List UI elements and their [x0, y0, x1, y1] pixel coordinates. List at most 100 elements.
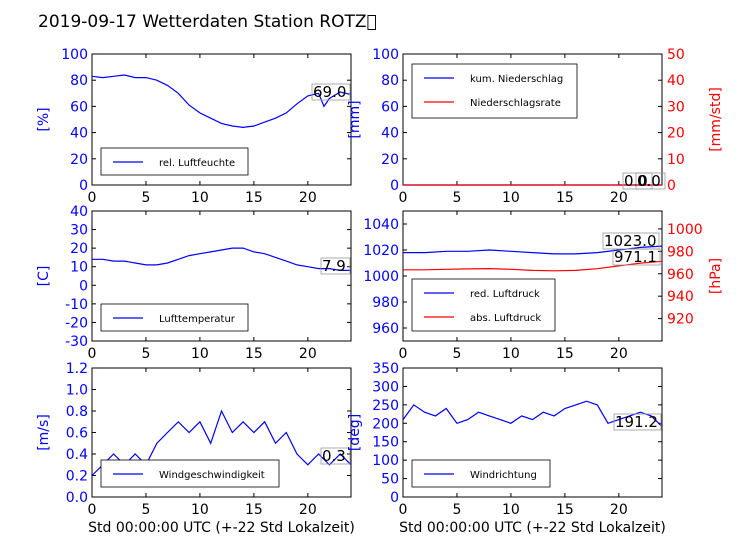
legend-box — [411, 63, 578, 119]
y-tick-label: 150 — [372, 435, 399, 451]
x-tick-label: 0 — [399, 346, 408, 362]
x-tick-label: 20 — [299, 190, 317, 206]
annotation-value: 69.0 — [313, 83, 346, 101]
legend: Windrichtung — [411, 459, 551, 488]
y-tick-label-right: 50 — [667, 47, 685, 63]
y-tick-label-right: 30 — [667, 99, 685, 115]
x-tick-label: 15 — [556, 346, 574, 362]
x-tick-label: 20 — [299, 346, 317, 362]
legend: Lufttemperatur — [100, 303, 249, 332]
x-tick-label: 20 — [610, 190, 628, 206]
y-tick-label: 20 — [381, 152, 399, 168]
y-tick-label: 980 — [372, 295, 399, 311]
x-tick-label: 10 — [191, 502, 209, 518]
y-tick-label: 40 — [70, 204, 88, 220]
annotation-box — [613, 413, 662, 431]
y-tick-label: 300 — [372, 379, 399, 395]
x-tick-label: 0 — [88, 502, 97, 518]
x-tick-label: 5 — [141, 502, 150, 518]
y-tick-label: 0 — [79, 278, 88, 294]
x-tick-label: 10 — [191, 346, 209, 362]
legend: kum. Niederschlag Niederschlagsrate — [411, 63, 578, 119]
x-axis-label: Std 00:00:00 UTC (+-22 Std Lokalzeit) — [88, 520, 355, 536]
annotation-box — [311, 83, 351, 101]
legend: red. Luftdruck abs. Luftdruck — [411, 278, 556, 332]
y-tick-label: 200 — [372, 416, 399, 432]
y-tick-label: 0.0 — [66, 490, 88, 506]
y-tick-label: 1.0 — [66, 383, 88, 399]
x-tick-label: 5 — [452, 190, 461, 206]
legend-label: kum. Niederschlag — [470, 74, 563, 85]
annotation-value: 191.2 — [615, 413, 658, 431]
y-tick-label-right: 1000 — [667, 222, 703, 238]
x-tick-label: 15 — [245, 502, 263, 518]
x-tick-label: 5 — [141, 190, 150, 206]
annotation-value: 0.0 — [637, 172, 661, 190]
annotation-value: 1023.0 — [604, 232, 657, 250]
x-tick-label: 15 — [556, 502, 574, 518]
x-tick-label: 10 — [502, 502, 520, 518]
y-tick-label: 50 — [381, 472, 399, 488]
y-tick-label: 40 — [70, 126, 88, 142]
x-tick-label: 15 — [556, 190, 574, 206]
legend-label: Lufttemperatur — [159, 314, 236, 325]
legend-label: red. Luftdruck — [470, 289, 540, 300]
x-tick-label: 10 — [191, 190, 209, 206]
legend-box — [411, 278, 556, 332]
x-tick-label: 5 — [452, 346, 461, 362]
annotation-box — [320, 447, 351, 465]
y-tick-label: 40 — [381, 126, 399, 142]
legend-label: Windgeschwindigkeit — [159, 470, 265, 481]
y-tick-label: 0 — [79, 178, 88, 194]
y-tick-label: 10 — [70, 260, 88, 276]
legend-label: rel. Luftfeuchte — [159, 158, 235, 169]
y-tick-label-right: 20 — [667, 126, 685, 142]
panel-pressure: 0 5 10 15 20 960 980 1000 1020 1040 920 940 960 980 10… — [363, 210, 724, 362]
y-tick-label: 100 — [372, 453, 399, 469]
panel-precipitation: 0 5 10 15 20 0 20 40 60 80 100 0 10 20 30 40 50 [mm] [mm/s… — [347, 47, 724, 206]
y-tick-label: 0.6 — [66, 426, 88, 442]
y-tick-label: 0 — [390, 490, 399, 506]
y-tick-label: 60 — [70, 99, 88, 115]
panel-temperature: 0 5 10 15 20 -30 -20 -10 0 10 20 30 40 [C] Lufttempera… — [36, 204, 352, 362]
x-tick-label: 0 — [399, 190, 408, 206]
x-tick-label: 15 — [245, 346, 263, 362]
plot-frame — [91, 53, 352, 186]
x-tick-label: 5 — [141, 346, 150, 362]
x-tick-label: 0 — [88, 346, 97, 362]
x-tick-label: 20 — [610, 346, 628, 362]
y-tick-label: 30 — [70, 223, 88, 239]
y-tick-label: 250 — [372, 398, 399, 414]
x-tick-label: 15 — [245, 190, 263, 206]
y-tick-label: -20 — [65, 315, 88, 331]
y-tick-label: 100 — [61, 47, 88, 63]
y-axis-label: [deg] — [347, 414, 363, 451]
y-tick-label: 960 — [372, 321, 399, 337]
series-line-0 — [403, 245, 663, 255]
y-tick-label-right: 920 — [667, 312, 694, 328]
y-tick-label: 80 — [70, 73, 88, 89]
y-tick-label: 0.4 — [66, 447, 88, 463]
series-line-0 — [92, 247, 351, 271]
y-tick-label: 100 — [372, 47, 399, 63]
annotation-value: 971.1 — [614, 248, 657, 266]
y-axis-label: [mm] — [347, 100, 363, 138]
legend-label: Niederschlagsrate — [470, 98, 561, 109]
series-line-0 — [91, 409, 352, 476]
y-tick-label: 1040 — [363, 217, 399, 233]
y-axis-label-right: [hPa] — [708, 258, 724, 294]
y-tick-label-right: 0 — [667, 178, 676, 194]
y-tick-label: 60 — [381, 99, 399, 115]
y-tick-label: 0.8 — [66, 404, 88, 420]
y-tick-label-right: 40 — [667, 73, 685, 89]
annotation-value: 7.9 — [322, 257, 346, 275]
y-tick-label: 1000 — [363, 269, 399, 285]
y-tick-label: 1020 — [363, 243, 399, 259]
y-axis-label-right: [mm/std] — [708, 87, 724, 152]
y-tick-label-right: 10 — [667, 152, 685, 168]
x-tick-label: 20 — [299, 502, 317, 518]
y-tick-label: 0.2 — [66, 469, 88, 485]
series-line-0 — [91, 74, 352, 129]
